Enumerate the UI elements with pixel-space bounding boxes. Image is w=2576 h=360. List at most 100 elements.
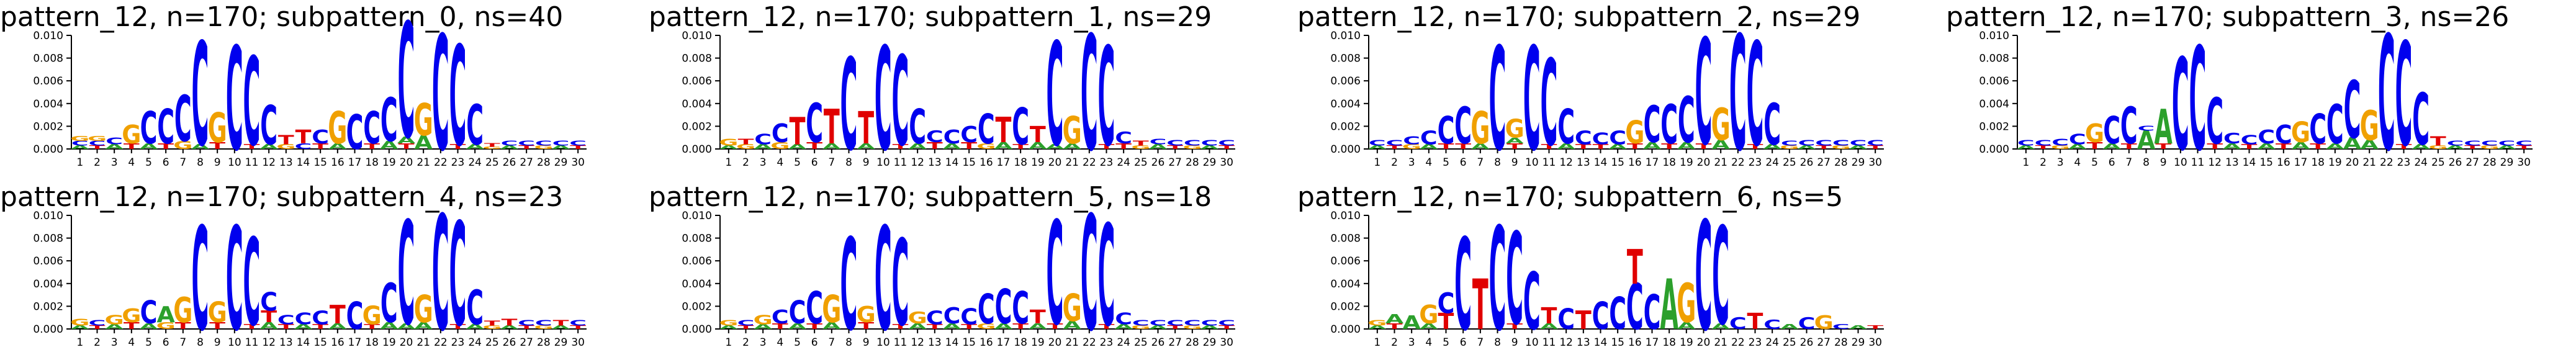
x-tick-label: 30: [1220, 156, 1233, 169]
logo-letter-T: T: [1455, 142, 1472, 151]
x-tick-label: 5: [1443, 156, 1449, 169]
logo-letter-A: A: [1711, 322, 1730, 331]
x-tick-label: 9: [214, 336, 221, 349]
logo-letter-T: T: [330, 301, 346, 330]
logo-letter-G: G: [736, 143, 755, 150]
logo-letter-T: T: [1012, 322, 1029, 331]
x-tick-label: 22: [434, 156, 448, 169]
x-tick-label: 22: [1083, 336, 1096, 349]
x-tick-label: 3: [1408, 336, 1415, 349]
logo-letter-G: G: [173, 291, 192, 331]
logo-letter-C: C: [2035, 138, 2052, 148]
panel-title: pattern_12, n=170; subpattern_4, ns=23: [0, 181, 564, 213]
y-tick-label: 0.006: [1330, 75, 1361, 88]
logo-letter-C: C: [1832, 323, 1850, 330]
logo-letter-T: T: [1696, 142, 1713, 151]
logo-letter-C: C: [569, 318, 587, 328]
logo-letter-A: A: [71, 325, 90, 330]
logo-panel: pattern_12, n=170; subpattern_3, ns=26 0.…: [1946, 0, 2542, 186]
logo-letter-G: G: [719, 137, 738, 148]
x-tick-label: 5: [1443, 336, 1449, 349]
x-tick-label: 3: [111, 336, 118, 349]
x-tick-label: 4: [1425, 156, 1432, 169]
logo-letter-C: C: [840, 32, 858, 179]
logo-letter-C: C: [960, 304, 978, 330]
logo-letter-G: G: [770, 140, 790, 151]
logo-letter-C: C: [1218, 318, 1235, 328]
x-tick-label: 11: [1542, 156, 1556, 169]
logo-letter-A: A: [1677, 320, 1696, 331]
x-tick-label: 2: [94, 156, 101, 169]
x-tick-label: 1: [725, 156, 732, 169]
logo-letter-C: C: [226, 197, 243, 360]
x-tick-label: 24: [1765, 336, 1779, 349]
logo-letter-C: C: [943, 303, 961, 329]
logo-letter-G: G: [414, 287, 433, 331]
logo-letter-C: C: [1438, 287, 1455, 320]
x-tick-label: 3: [1408, 156, 1415, 169]
x-tick-label: 20: [1697, 156, 1711, 169]
y-tick-label: 0.004: [682, 278, 712, 290]
x-tick-label: 13: [279, 336, 293, 349]
logo-letter-G: G: [1831, 145, 1850, 150]
logo-letter-G: G: [857, 302, 876, 328]
x-tick-label: 12: [911, 156, 924, 169]
x-tick-label: 11: [245, 336, 259, 349]
logo-letter-A: A: [1711, 138, 1730, 152]
logo-letter-C: C: [1150, 318, 1167, 328]
logo-letter-G: G: [1131, 145, 1150, 150]
logo-letter-C: C: [89, 140, 106, 147]
logo-letter-T: T: [175, 320, 191, 331]
x-tick-label: 8: [845, 156, 852, 169]
logo-letter-T: T: [1133, 140, 1149, 147]
logo-letter-T: T: [2310, 142, 2326, 151]
x-tick-label: 25: [1783, 156, 1796, 169]
logo-letter-C: C: [1609, 127, 1626, 149]
y-tick-label: 0.002: [1330, 120, 1361, 133]
logo-letter-T: T: [278, 323, 294, 330]
logo-letter-C: C: [1115, 128, 1132, 147]
panel-title: pattern_12, n=170; subpattern_5, ns=18: [649, 181, 1212, 213]
logo-letter-C: C: [2515, 140, 2533, 147]
y-tick-label: 0.008: [1330, 233, 1361, 245]
logo-letter-A: A: [105, 143, 124, 150]
x-tick-label: 23: [1749, 156, 1762, 169]
x-tick-label: 10: [876, 156, 890, 169]
x-tick-label: 17: [348, 336, 362, 349]
logo-letter-T: T: [124, 320, 140, 331]
y-tick-label: 0.010: [1330, 210, 1361, 222]
x-tick-label: 13: [928, 336, 942, 349]
y-tick-label: 0.000: [1330, 143, 1361, 156]
logo-letter-A: A: [156, 302, 175, 328]
x-tick-label: 21: [1714, 156, 1727, 169]
logo-letter-A: A: [822, 320, 841, 331]
logo-letter-C: C: [1747, 13, 1764, 178]
logo-letter-G: G: [1780, 145, 1799, 150]
x-tick-label: 9: [2160, 156, 2167, 169]
logo-letter-A: A: [71, 145, 90, 150]
x-tick-label: 14: [2243, 156, 2256, 169]
logo-letter-C: C: [312, 307, 329, 329]
logo-letter-A: A: [943, 322, 961, 331]
logo-letter-T: T: [244, 323, 260, 330]
x-tick-label: 18: [365, 156, 379, 169]
logo-letter-A: A: [1063, 318, 1081, 331]
logo-letter-C: C: [1386, 138, 1403, 148]
x-tick-label: 26: [1151, 156, 1165, 169]
x-tick-label: 20: [1048, 156, 1062, 169]
logo-letter-C: C: [192, 13, 209, 178]
x-tick-label: 10: [228, 336, 241, 349]
logo-letter-C: C: [157, 100, 174, 155]
x-tick-label: 24: [1765, 156, 1779, 169]
x-tick-label: 16: [980, 336, 993, 349]
x-tick-label: 14: [945, 336, 959, 349]
x-tick-label: 4: [1425, 336, 1432, 349]
sequence-logo-chart: 0.0000.0020.0040.0060.0080.010AG1GT2AC3G…: [682, 2, 1235, 187]
x-tick-label: 29: [554, 156, 568, 169]
logo-panel: pattern_12, n=170; subpattern_6, ns=5 0.0…: [1297, 180, 1893, 360]
x-tick-label: 9: [1511, 336, 1518, 349]
x-tick-label: 26: [1151, 336, 1165, 349]
logo-letter-T: T: [738, 325, 754, 330]
logo-letter-C: C: [2258, 126, 2275, 148]
y-tick-label: 0.000: [33, 143, 63, 156]
